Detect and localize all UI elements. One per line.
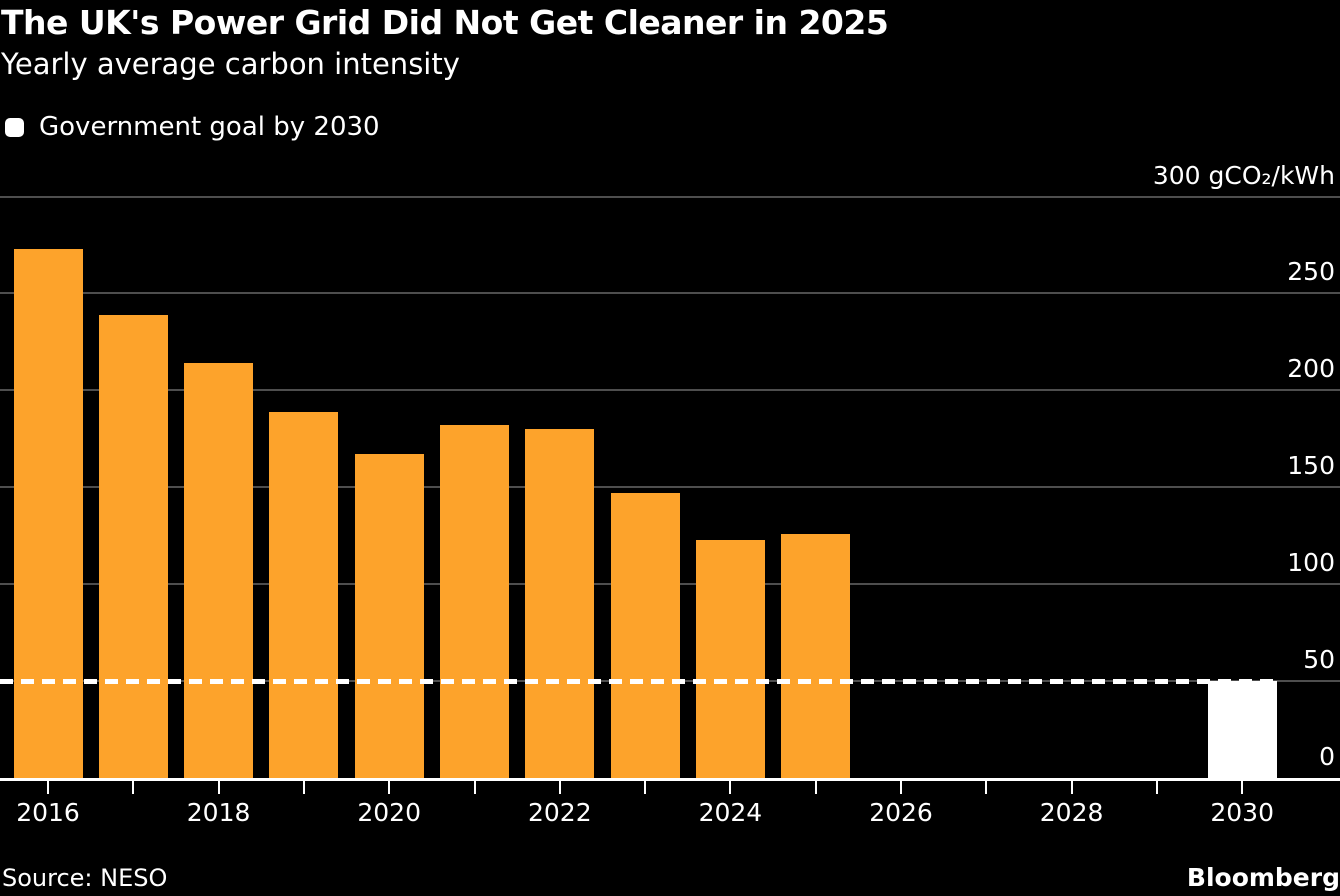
x-tick-2026 xyxy=(900,781,902,794)
bar-2016 xyxy=(13,248,83,778)
bar-2021 xyxy=(440,425,509,778)
goal-bar-2030 xyxy=(1207,681,1277,778)
x-tick-label-2026: 2026 xyxy=(869,798,933,827)
x-tick-label-2028: 2028 xyxy=(1039,798,1104,827)
bloomberg-logo: Bloomberg xyxy=(1186,863,1340,892)
gridline-300 xyxy=(0,195,1340,198)
goal-dashed-line xyxy=(0,678,1277,684)
y-tick-label-250: 250 xyxy=(1287,257,1335,287)
source-note: Source: NESO xyxy=(2,864,168,892)
x-tick-2029 xyxy=(1155,781,1158,794)
gridline-200 xyxy=(0,389,1340,392)
bar-2018 xyxy=(184,363,254,778)
bar-2023 xyxy=(610,493,680,778)
x-tick-2016 xyxy=(47,781,49,794)
gridline-150 xyxy=(0,486,1340,489)
page-title: The UK's Power Grid Did Not Get Cleaner … xyxy=(1,3,889,42)
x-tick-label-2022: 2022 xyxy=(527,798,592,827)
x-axis-line xyxy=(0,778,1340,781)
y-tick-label-50: 50 xyxy=(1303,645,1335,675)
legend: Government goal by 2030 xyxy=(5,112,380,142)
legend-swatch-icon xyxy=(5,117,24,137)
x-tick-2020 xyxy=(388,781,391,794)
bar-2025 xyxy=(781,533,851,778)
x-tick-label-2030: 2030 xyxy=(1210,798,1274,827)
x-tick-2021 xyxy=(473,781,476,794)
y-tick-label-100: 100 xyxy=(1287,548,1335,578)
bar-2017 xyxy=(98,314,168,778)
x-tick-label-2020: 2020 xyxy=(357,798,421,827)
x-tick-label-2024: 2024 xyxy=(698,798,763,827)
x-tick-label-2016: 2016 xyxy=(16,798,80,827)
bar-2022 xyxy=(525,429,595,778)
legend-label-government-goal: Government goal by 2030 xyxy=(39,112,380,142)
x-tick-2019 xyxy=(302,781,305,794)
y-tick-label-150: 150 xyxy=(1287,451,1335,481)
x-tick-2017 xyxy=(132,781,135,794)
x-tick-2028 xyxy=(1070,781,1073,794)
x-tick-2025 xyxy=(814,781,817,794)
y-tick-label-0: 0 xyxy=(1319,742,1335,771)
x-tick-2027 xyxy=(985,781,988,794)
bar-2020 xyxy=(354,454,424,778)
x-tick-2023 xyxy=(644,781,647,794)
x-tick-2024 xyxy=(729,781,732,794)
x-tick-2018 xyxy=(217,781,220,794)
x-tick-label-2018: 2018 xyxy=(186,798,251,827)
x-tick-2030 xyxy=(1241,781,1244,794)
y-tick-label-200: 200 xyxy=(1287,354,1335,384)
bar-2024 xyxy=(695,539,765,778)
x-tick-2022 xyxy=(558,781,561,794)
gridline-250 xyxy=(0,292,1340,295)
y-axis-unit-label: 300 gCO₂/kWh xyxy=(1152,160,1335,190)
chart-subtitle: Yearly average carbon intensity xyxy=(1,47,460,81)
bar-2019 xyxy=(269,411,339,778)
